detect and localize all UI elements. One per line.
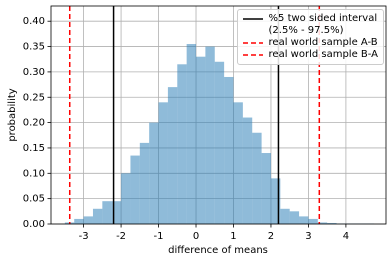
y-tick-label: 0.25 <box>23 92 45 103</box>
bar <box>186 44 197 224</box>
bar <box>280 208 290 224</box>
y-tick-label: 0.40 <box>23 16 45 27</box>
y-tick-label: 0.30 <box>23 67 45 78</box>
y-tick-label: 0.00 <box>23 219 45 230</box>
bar <box>158 102 168 224</box>
x-axis-label: difference of means <box>168 245 268 256</box>
x-tick-label: 3 <box>305 231 311 242</box>
x-tick-label: 4 <box>343 231 349 242</box>
y-tick-label: 0.35 <box>23 42 45 53</box>
legend: %5 two sided interval (2.5% - 97.5%) real… <box>236 9 384 65</box>
bar <box>149 122 159 224</box>
bar <box>224 76 234 224</box>
legend-swatch <box>242 42 263 44</box>
y-tick-label: 0.20 <box>23 118 45 129</box>
bar <box>167 87 178 225</box>
bar <box>83 216 93 224</box>
bar <box>270 178 281 224</box>
bar <box>139 142 150 224</box>
bar <box>299 216 309 224</box>
x-tick-label: -2 <box>116 231 126 242</box>
legend-swatch <box>242 18 263 20</box>
y-tick-label: 0.05 <box>23 194 45 205</box>
legend-entry: real world sample B-A <box>242 49 378 61</box>
y-tick-label: 0.10 <box>23 168 45 179</box>
bar <box>233 102 243 224</box>
bar <box>205 46 215 225</box>
legend-label: real world sample A-B <box>268 37 378 48</box>
x-tick-label: 0 <box>193 231 199 242</box>
y-tick-label: 0.15 <box>23 143 45 154</box>
legend-entry: %5 two sided interval (2.5% - 97.5%) <box>242 13 378 37</box>
x-tick-label: -1 <box>154 231 164 242</box>
legend-swatch <box>242 54 263 56</box>
legend-entry: real world sample A-B <box>242 37 378 49</box>
bar <box>289 211 300 224</box>
bar <box>261 153 271 224</box>
bar <box>327 222 337 224</box>
bar <box>317 222 328 224</box>
bar <box>111 201 122 224</box>
bar <box>196 56 206 224</box>
bar <box>177 64 187 224</box>
bar <box>102 201 112 224</box>
x-tick-label: 1 <box>230 231 236 242</box>
y-axis-label: probability <box>7 88 18 141</box>
bar <box>121 173 131 224</box>
x-tick-label: 2 <box>268 231 274 242</box>
legend-label: real world sample B-A <box>268 49 378 60</box>
bar <box>92 208 103 224</box>
bar <box>74 218 84 224</box>
plot-frame <box>50 5 387 225</box>
bar <box>308 218 318 224</box>
bar <box>242 117 253 224</box>
bar <box>252 132 262 224</box>
bar <box>214 61 225 224</box>
x-tick-label: -3 <box>79 231 89 242</box>
legend-label: %5 two sided interval (2.5% - 97.5%) <box>268 13 378 36</box>
bar <box>130 155 140 224</box>
